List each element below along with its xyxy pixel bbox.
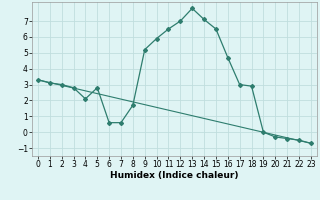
X-axis label: Humidex (Indice chaleur): Humidex (Indice chaleur) — [110, 171, 239, 180]
